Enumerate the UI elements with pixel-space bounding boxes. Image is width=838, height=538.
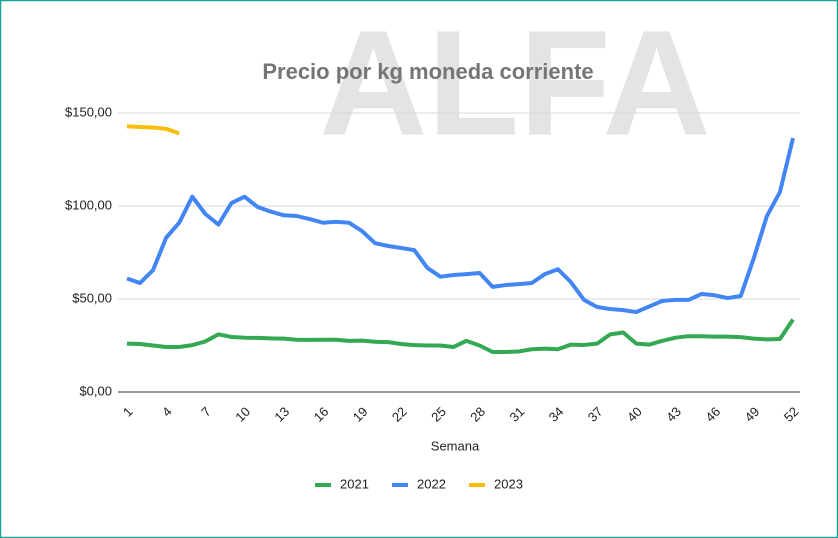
legend-label: 2022 xyxy=(417,476,446,491)
y-tick-label: $0,00 xyxy=(79,383,112,398)
y-tick-label: $100,00 xyxy=(65,197,112,212)
chart-title: Precio por kg moneda corriente xyxy=(262,59,593,84)
line-series xyxy=(126,137,795,315)
y-tick-label: $50,00 xyxy=(72,290,112,305)
line-series xyxy=(126,318,795,355)
x-axis-label: Semana xyxy=(431,438,480,453)
legend-label: 2021 xyxy=(340,476,369,491)
watermark: ALFA xyxy=(319,0,711,167)
legend-label: 2023 xyxy=(494,476,523,491)
y-tick-label: $150,00 xyxy=(65,104,112,119)
line-series xyxy=(126,124,180,136)
